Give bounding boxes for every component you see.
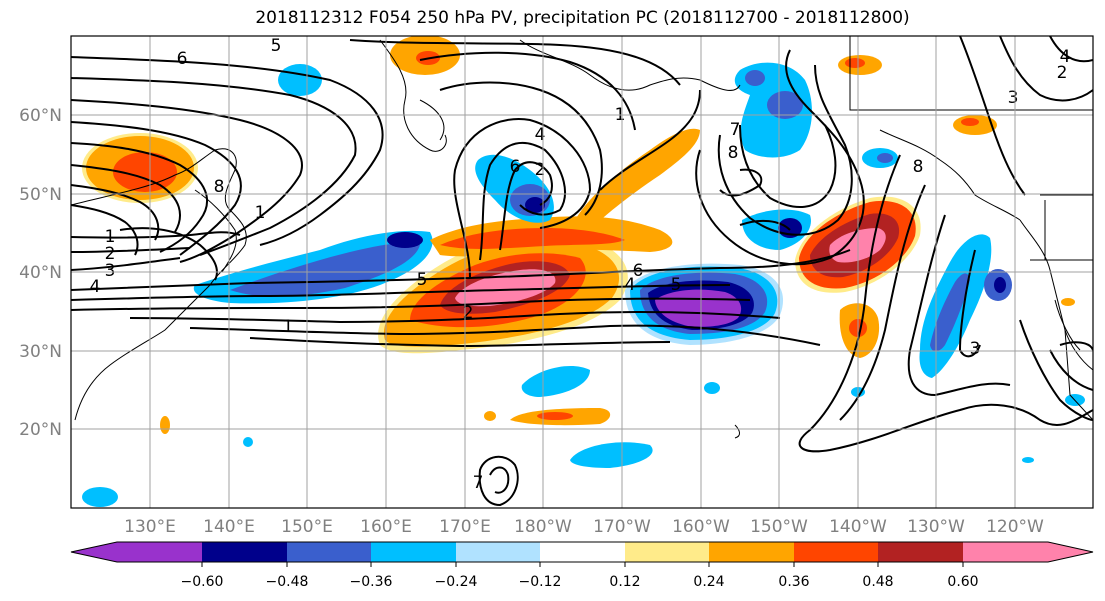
colorbar-tick: 0.60 [947, 574, 978, 590]
contour-label: 1 [105, 227, 116, 247]
colorbar-segment [371, 542, 456, 562]
contour-label: 4 [535, 125, 546, 145]
contour-label: 4 [625, 275, 636, 295]
contour-label: 6 [510, 157, 521, 177]
colorbar-segment [709, 542, 794, 562]
lat-label: 40°N [19, 263, 62, 283]
lon-label: 160°W [672, 517, 730, 537]
latitude-labels: 60°N 50°N 40°N 30°N 20°N [19, 106, 62, 440]
precipitation-shading [82, 36, 1085, 507]
pv-contours [71, 36, 1093, 507]
colorbar-segment [287, 542, 371, 562]
colorbar-segment [540, 542, 625, 562]
lon-label: 130°W [907, 517, 965, 537]
contour-label: 2 [105, 244, 116, 264]
lon-label: 170°E [439, 517, 491, 537]
gridlines [71, 36, 1093, 508]
contour-label: 4 [1060, 47, 1071, 67]
lon-label: 120°W [986, 517, 1044, 537]
colorbar-segment [71, 542, 202, 562]
contour-label: 5 [271, 36, 282, 56]
contour-label: 3 [105, 261, 116, 281]
colorbar-tick: 0.48 [862, 574, 893, 590]
contour-label: 8 [214, 177, 225, 197]
colorbar-tick: −0.36 [350, 574, 393, 590]
lon-label: 180°W [514, 517, 572, 537]
colorbar-segment [963, 542, 1093, 562]
contour-label: 6 [633, 261, 644, 281]
colorbar-frame [70, 541, 1094, 563]
contour-label: 1 [283, 317, 294, 337]
colorbar-tick: −0.48 [266, 574, 309, 590]
lat-label: 30°N [19, 342, 62, 362]
colorbar-tick: −0.12 [519, 574, 562, 590]
contour-label: 1 [255, 203, 266, 223]
map-frame [70, 35, 1094, 509]
contour-label: 6 [177, 49, 188, 69]
contour-label: 2 [1057, 63, 1068, 83]
colorbar-segment [202, 542, 287, 562]
lat-label: 50°N [19, 185, 62, 205]
longitude-labels: 130°E 140°E 150°E 160°E 170°E 180°W 170°… [124, 517, 1044, 537]
colorbar-segment [878, 542, 963, 562]
contour-label: 2 [535, 160, 546, 180]
colorbar-tick: −0.60 [181, 574, 224, 590]
colorbar-segment [794, 542, 878, 562]
chart-title: 2018112312 F054 250 hPa PV, precipitatio… [255, 8, 910, 28]
lon-label: 160°E [360, 517, 412, 537]
contour-label: 3 [970, 339, 981, 359]
colorbar-segment [625, 542, 709, 562]
lat-label: 60°N [19, 106, 62, 126]
colorbar: −0.60 −0.48 −0.36 −0.24 −0.12 0.12 0.24 … [70, 541, 1094, 590]
colorbar-tick: 0.36 [778, 574, 809, 590]
lon-label: 170°W [593, 517, 651, 537]
lon-label: 150°W [750, 517, 808, 537]
contour-label: 8 [913, 157, 924, 177]
contour-label: 5 [671, 275, 682, 295]
contour-label: 5 [417, 270, 428, 290]
colorbar-tick: −0.24 [435, 574, 478, 590]
contour-labels: 5 6 8 2 1 7 4 8 6 3 2 1 2 3 4 8 1 1 5 2 … [90, 36, 1071, 493]
contour-label: 7 [473, 473, 484, 493]
lat-label: 20°N [19, 420, 62, 440]
lon-label: 150°E [281, 517, 333, 537]
lon-label: 130°E [124, 517, 176, 537]
colorbar-tick: 0.24 [693, 574, 724, 590]
colorbar-tick: 0.12 [609, 574, 640, 590]
lon-label: 140°E [203, 517, 255, 537]
contour-label: 4 [90, 277, 101, 297]
contour-label: 3 [1008, 88, 1019, 108]
contour-label: 7 [730, 120, 741, 140]
lon-label: 140°W [829, 517, 887, 537]
contour-label: 2 [463, 303, 474, 323]
colorbar-segment [456, 542, 540, 562]
contour-label: 8 [728, 143, 739, 163]
